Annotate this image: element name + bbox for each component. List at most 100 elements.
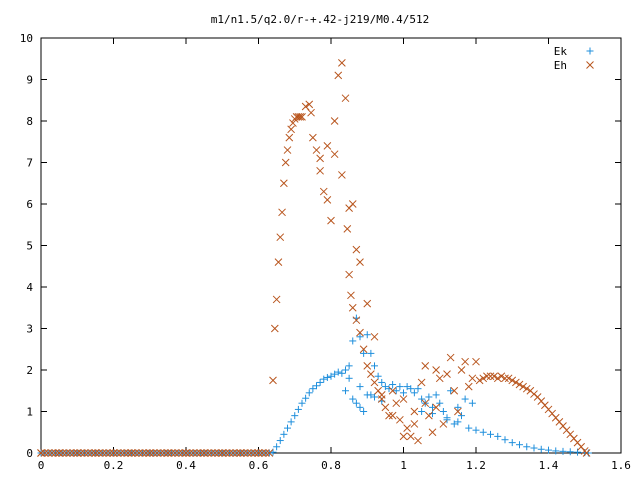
data-point [530,390,538,398]
data-point [406,432,415,441]
data-point [389,381,397,389]
data-point [240,449,248,457]
data-point [566,448,574,456]
data-point [261,449,270,457]
data-point [225,449,234,457]
data-point [494,432,502,440]
data-point [378,378,386,386]
data-point [388,386,397,395]
x-tick-label: 0 [38,459,45,472]
data-point [515,380,524,389]
data-point [519,382,527,391]
data-point [48,449,56,457]
data-point [432,366,440,374]
data-point [472,357,480,366]
data-point [447,387,455,395]
data-point [559,447,567,455]
data-point [182,449,190,457]
data-point [410,407,419,416]
data-point [356,403,364,411]
data-point [301,102,310,111]
data-point [283,146,292,154]
data-point [468,374,477,383]
data-point [428,428,437,437]
data-point [265,449,274,457]
data-point [356,258,364,266]
data-point [287,418,295,426]
data-point [330,117,339,125]
data-point [421,361,430,370]
data-point [443,370,451,379]
data-point [62,449,71,457]
data-point [345,270,353,279]
data-point [343,225,352,233]
data-point [323,373,331,381]
data-point [211,449,219,457]
data-point [487,430,494,438]
data-point [472,426,480,434]
data-point [385,385,393,393]
data-point [106,449,114,457]
data-point [149,449,158,457]
data-point [40,449,49,457]
y-tick-label: 8 [26,115,33,128]
data-point [490,372,498,381]
y-tick-label: 4 [26,281,33,294]
data-point [84,449,92,457]
data-point [138,449,147,457]
data-point [349,395,357,403]
data-point [91,449,100,457]
data-point [504,374,513,383]
data-point [127,449,136,457]
x-tick-label: 0.6 [249,459,269,472]
data-point [399,395,408,403]
data-point [185,449,194,457]
data-point [309,133,317,142]
data-point [145,449,154,457]
y-tick-label: 6 [26,198,33,211]
data-point [171,449,179,457]
data-point [330,150,339,159]
data-point [298,399,306,407]
data-point [142,449,150,457]
data-point [439,420,448,428]
data-point [345,374,353,382]
data-point [281,158,290,167]
data-point [450,420,458,428]
data-point [356,333,364,341]
data-point [461,357,469,366]
data-point [435,374,444,383]
x-tick-label: 0.8 [321,459,341,472]
data-point [493,374,502,383]
data-point [381,383,389,391]
data-point [273,443,281,451]
data-point [316,166,324,175]
x-tick-label: 1.4 [539,459,559,472]
data-point [370,332,379,341]
data-point [359,345,368,354]
data-point [417,378,426,387]
data-point [276,437,284,445]
data-point [421,399,430,408]
data-point [352,399,360,407]
data-point [258,449,266,457]
data-point [196,449,205,457]
x-tick-label: 1 [400,459,407,472]
data-point [338,369,346,377]
data-point [131,449,140,457]
x-tick-label: 0.2 [104,459,124,472]
data-point [327,216,335,225]
data-point [429,410,436,418]
data-point [371,362,378,370]
data-point [285,133,294,142]
data-point [348,303,357,312]
data-point [537,445,545,453]
data-point [251,449,259,457]
data-point [207,449,216,457]
data-point [367,391,375,399]
data-point [396,415,404,424]
data-point [51,449,60,457]
data-point [37,449,45,457]
